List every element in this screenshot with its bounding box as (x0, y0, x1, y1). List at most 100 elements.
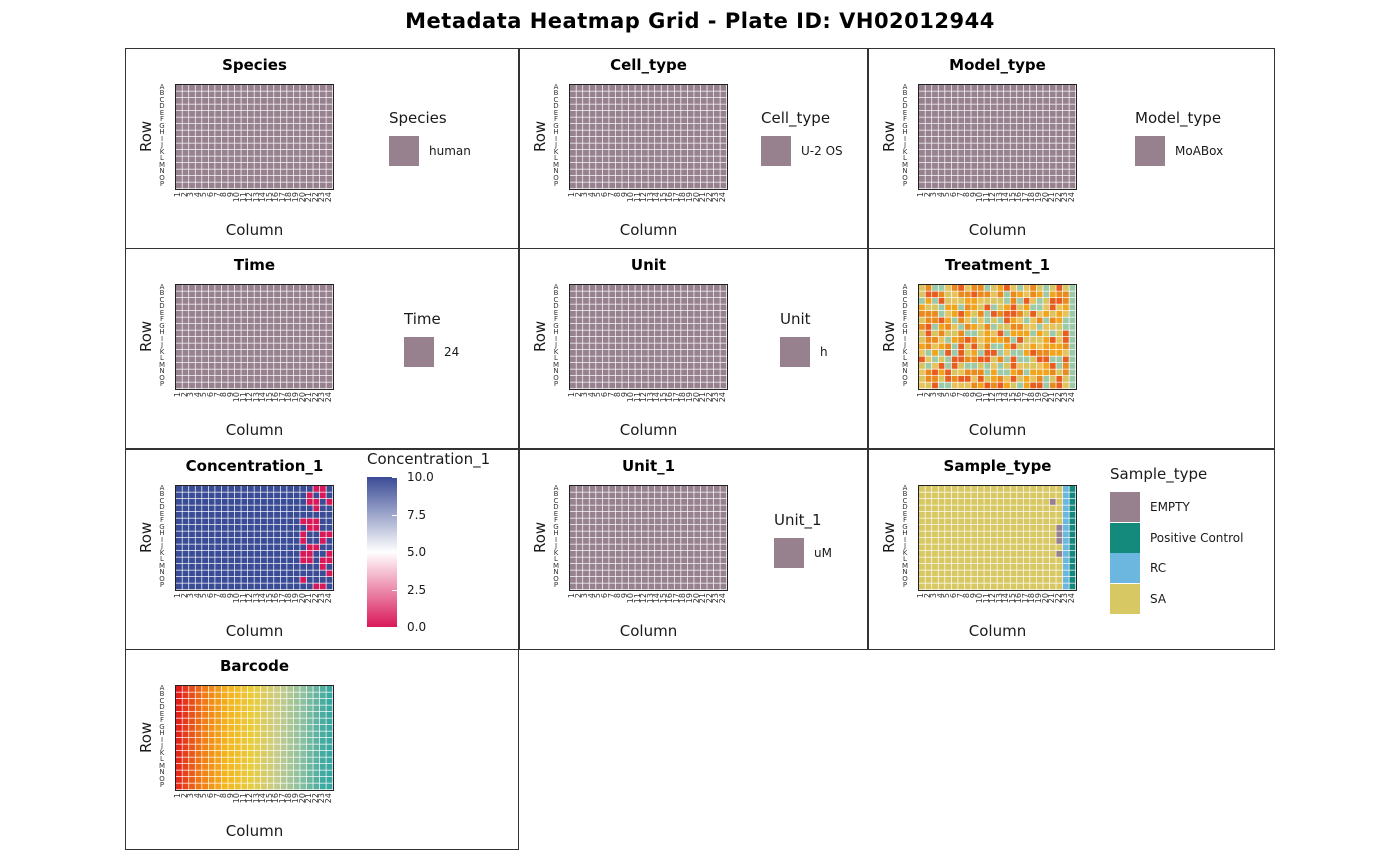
heatmap-cell (228, 98, 235, 104)
heatmap-cell (241, 143, 248, 150)
heatmap-cell (1043, 531, 1050, 538)
heatmap-cell (583, 111, 589, 117)
heatmap-cell (602, 350, 609, 356)
heatmap-cell (306, 182, 313, 189)
heatmap-cell (326, 337, 333, 343)
heatmap-cell (681, 382, 688, 389)
heatmap-cell (945, 117, 952, 124)
heatmap-cell (313, 182, 320, 189)
heatmap-cell (945, 518, 952, 525)
heatmap-cell (247, 337, 254, 343)
heatmap-cell (932, 583, 938, 590)
heatmap-cell (674, 143, 681, 150)
heatmap-cell (228, 143, 235, 150)
heatmap-cell (215, 343, 222, 350)
heatmap-cell (306, 85, 313, 91)
legend-swatch (1110, 553, 1140, 583)
heatmap-cell (326, 137, 333, 143)
heatmap-cell (215, 369, 222, 376)
heatmap-cell (687, 137, 694, 143)
heatmap-cell (938, 324, 945, 330)
heatmap-cell (945, 98, 952, 104)
heatmap-cell (720, 570, 727, 577)
heatmap-cell (687, 176, 694, 182)
heatmap-cell (221, 330, 228, 337)
heatmap-cell (583, 369, 589, 376)
heatmap-cell (602, 356, 609, 363)
heatmap-cell (326, 486, 333, 492)
heatmap-cell (208, 705, 215, 712)
heatmap-cell (977, 570, 984, 577)
heatmap-cell (713, 311, 720, 317)
heatmap-cell (681, 156, 688, 163)
heatmap-cell (287, 150, 294, 156)
heatmap-cell (945, 505, 952, 512)
heatmap-cell (694, 150, 701, 156)
heatmap-cell (228, 363, 235, 369)
heatmap-cell (313, 324, 320, 330)
heatmap-cell (1069, 363, 1076, 369)
heatmap-cell (700, 176, 707, 182)
heatmap-cell (189, 564, 195, 570)
heatmap-cell (945, 376, 952, 382)
heatmap-cell (306, 117, 313, 124)
heatmap-cell (1062, 324, 1069, 330)
heatmap-cell (176, 111, 182, 117)
heatmap-cell (674, 117, 681, 124)
heatmap-cell (1010, 285, 1017, 291)
heatmap-cell (655, 376, 661, 382)
heatmap-cell (300, 686, 307, 692)
heatmap-cell (576, 285, 583, 291)
heatmap-cell (1056, 311, 1063, 317)
row-tick: N (159, 768, 165, 777)
row-tick: N (159, 568, 165, 577)
category-legend: Cell_type U-2 OS (761, 109, 843, 166)
heatmap-cell (280, 163, 287, 169)
heatmap-cell (261, 492, 267, 499)
row-tick: B (553, 89, 559, 98)
heatmap-cell (635, 330, 642, 337)
heatmap-cell (195, 91, 202, 98)
heatmap-cell (300, 705, 307, 712)
heatmap-cell (958, 317, 965, 324)
heatmap-cell (195, 111, 202, 117)
heatmap-cell (661, 564, 668, 570)
heatmap-cell (1043, 311, 1050, 317)
heatmap-cell (293, 570, 300, 577)
heatmap-cell (583, 486, 589, 492)
heatmap-cell (609, 311, 616, 317)
heatmap-cell (319, 738, 326, 744)
heatmap-cell (195, 757, 202, 764)
heatmap-cell (635, 499, 642, 505)
heatmap-cell (668, 317, 674, 324)
heatmap-cell (1062, 150, 1069, 156)
heatmap-cell (713, 130, 720, 137)
heatmap-cell (293, 130, 300, 137)
heatmap-cell (713, 538, 720, 544)
heatmap-cell (293, 85, 300, 91)
heatmap-cell (1043, 182, 1050, 189)
heatmap-cell (945, 337, 952, 343)
heatmap-cell (1004, 499, 1010, 505)
heatmap-cell (977, 156, 984, 163)
heatmap-cell (951, 512, 958, 518)
heatmap-cell (274, 304, 280, 311)
heatmap-cell (971, 104, 978, 111)
heatmap-cell (1004, 91, 1010, 98)
heatmap-cell (182, 163, 189, 169)
heatmap-cell (648, 337, 655, 343)
heatmap-cell (635, 570, 642, 577)
heatmap-cell (668, 156, 674, 163)
heatmap-cell (261, 512, 267, 518)
heatmap-cell (293, 98, 300, 104)
heatmap-cell (280, 583, 287, 590)
heatmap-cell (1017, 525, 1023, 531)
heatmap-cell (609, 156, 616, 163)
heatmap-cell (300, 285, 307, 291)
heatmap-cell (589, 525, 596, 531)
row-tick: I (554, 334, 558, 343)
heatmap-cell (287, 156, 294, 163)
heatmap-cell (720, 557, 727, 564)
heatmap-cell (1049, 557, 1056, 564)
heatmap-cell (596, 156, 603, 163)
